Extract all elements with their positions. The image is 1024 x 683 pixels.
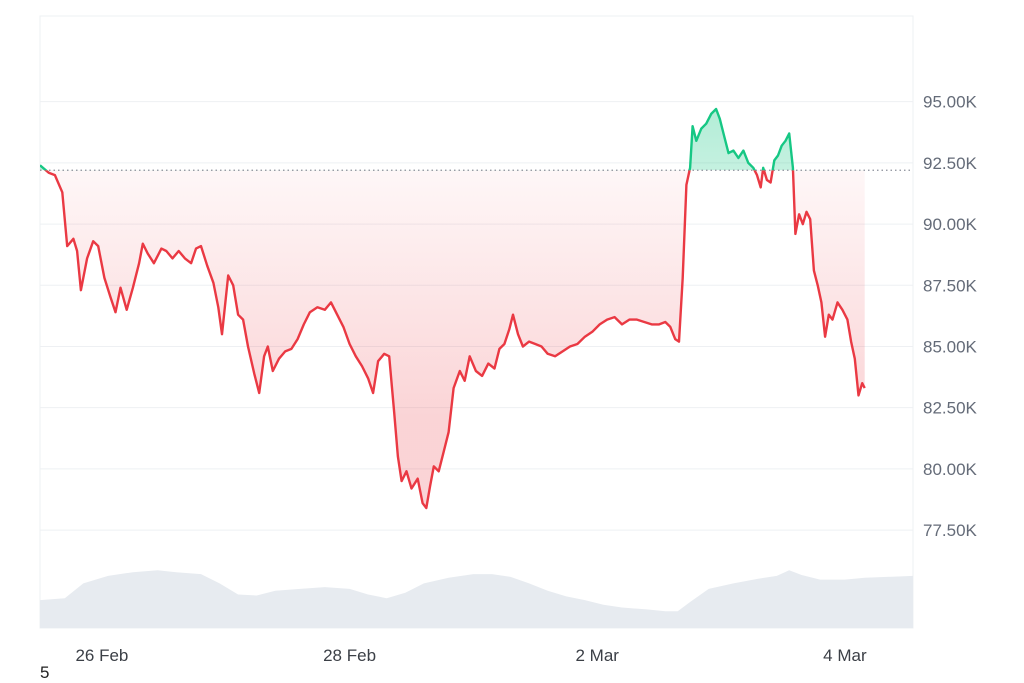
x-tick-label: 28 Feb <box>323 646 376 665</box>
y-tick-label: 85.00K <box>923 337 978 356</box>
y-tick-label: 80.00K <box>923 460 978 479</box>
volume-area <box>40 570 913 628</box>
y-tick-label: 95.00K <box>923 93 978 112</box>
fill-below-reference <box>40 170 865 508</box>
y-tick-label: 90.00K <box>923 215 978 234</box>
x-tick-label: 4 Mar <box>823 646 867 665</box>
y-tick-label: 82.50K <box>923 399 978 418</box>
footnote: 5 <box>40 663 50 682</box>
x-tick-label: 26 Feb <box>75 646 128 665</box>
y-tick-label: 77.50K <box>923 521 978 540</box>
y-tick-label: 92.50K <box>923 154 978 173</box>
x-tick-label: 2 Mar <box>575 646 619 665</box>
price-line-below <box>43 170 866 510</box>
y-tick-label: 87.50K <box>923 276 978 295</box>
